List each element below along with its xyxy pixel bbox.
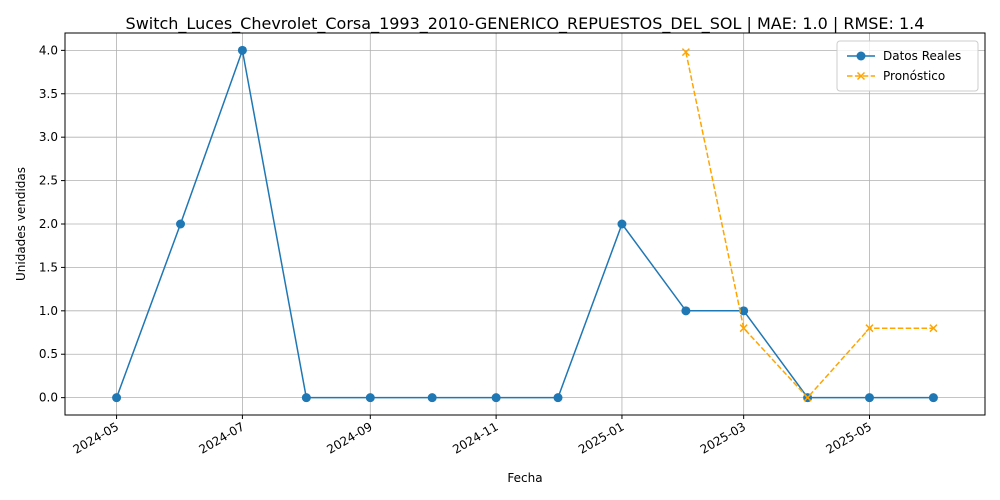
legend-marker-1 <box>856 71 866 81</box>
data-point <box>365 393 375 403</box>
chart-title: Switch_Luces_Chevrolet_Corsa_1993_2010-G… <box>126 14 925 34</box>
data-point <box>739 306 749 316</box>
data-point <box>928 393 938 403</box>
y-tick-label: 0.5 <box>39 347 58 361</box>
y-axis-ticks: 0.0 0.5 1.0 1.5 2.0 2.5 3.0 3.5 4.0 <box>39 43 65 405</box>
series-line-1 <box>685 51 934 399</box>
y-tick-label: 1.5 <box>39 260 58 274</box>
data-point <box>176 219 186 229</box>
x-tick-label: 2025-05 <box>824 419 874 456</box>
data-point <box>301 393 311 403</box>
data-point <box>237 45 247 55</box>
y-tick-label: 3.5 <box>39 87 58 101</box>
legend-label-1: Pronóstico <box>883 69 945 83</box>
data-point <box>864 393 874 403</box>
data-point <box>553 393 563 403</box>
x-tick-label: 2025-03 <box>698 419 748 456</box>
y-tick-label: 2.0 <box>39 217 58 231</box>
legend-box <box>836 40 979 92</box>
y-tick-label: 2.5 <box>39 174 58 188</box>
legend-marker-0 <box>856 51 866 61</box>
x-axis-ticks: 2024-05 2024-07 2024-09 2024-11 2025-01 2025-… <box>71 415 874 457</box>
data-point <box>427 393 437 403</box>
x-tick-label: 2024-11 <box>450 419 500 456</box>
data-series <box>112 45 938 403</box>
x-tick-label: 2025-01 <box>576 419 626 456</box>
x-tick-label: 2024-07 <box>196 419 246 456</box>
data-point <box>681 48 690 57</box>
x-tick-label: 2024-05 <box>71 419 121 456</box>
data-point <box>681 306 691 316</box>
series-line-0 <box>115 47 934 399</box>
data-point <box>112 393 122 403</box>
x-axis-label: Fecha <box>507 471 542 485</box>
y-tick-label: 0.0 <box>39 391 58 405</box>
y-axis-label: Unidades vendidas <box>14 167 28 281</box>
x-tick-label: 2024-09 <box>324 419 374 456</box>
data-point <box>491 393 501 403</box>
data-point <box>803 393 812 402</box>
data-point <box>739 324 748 333</box>
y-tick-label: 1.0 <box>39 304 58 318</box>
legend-label-0: Datos Reales <box>883 49 961 63</box>
data-point <box>865 324 874 333</box>
data-point <box>617 219 627 229</box>
data-point <box>929 324 938 333</box>
y-tick-label: 4.0 <box>39 43 58 57</box>
legend: Datos Reales Pronóstico <box>836 40 979 92</box>
y-tick-label: 3.0 <box>39 130 58 144</box>
